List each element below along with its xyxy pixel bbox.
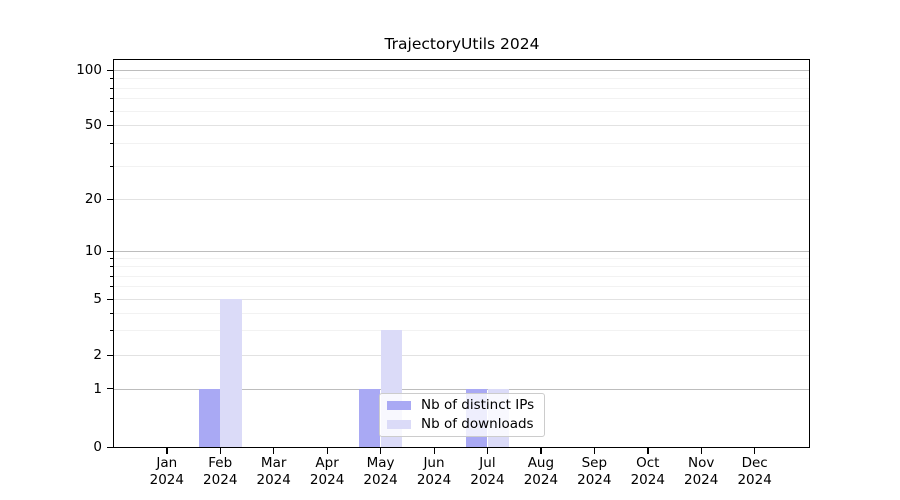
x-tick-mark (380, 447, 382, 454)
y-tick-label: 2 (93, 347, 102, 363)
y-minor-tick (110, 143, 114, 145)
y-minor-tick (110, 166, 114, 168)
legend-label-downloads: Nb of downloads (421, 416, 534, 432)
y-tick-mark (106, 354, 114, 356)
y-tick-mark (106, 198, 114, 200)
y-tick-mark (106, 446, 114, 448)
legend-swatch-distinct-ips (387, 400, 411, 411)
x-tick-mark (754, 447, 756, 454)
x-tick-label: May 2024 (363, 455, 398, 488)
y-tick-mark (106, 250, 114, 252)
minor-gridline (114, 275, 809, 277)
minor-gridline (114, 312, 809, 314)
x-tick-mark (166, 447, 168, 454)
legend-item-downloads: Nb of downloads (387, 417, 537, 432)
minor-gridline (114, 78, 809, 80)
minor-gridline (114, 143, 809, 145)
minor-gridline (114, 110, 809, 112)
x-tick-mark (219, 447, 222, 454)
legend-swatch-downloads (387, 419, 411, 430)
minor-gridline (114, 87, 809, 89)
x-tick-label: Feb 2024 (203, 455, 238, 488)
legend: Nb of distinct IPs Nb of downloads (379, 393, 545, 437)
y-minor-tick (110, 258, 114, 260)
y-tick-label: 100 (76, 62, 102, 78)
y-tick-mark (106, 388, 114, 390)
bar-downloads-feb (220, 299, 242, 447)
y-minor-tick (110, 98, 114, 100)
x-tick-label: Dec 2024 (737, 455, 772, 488)
y-minor-tick (110, 286, 114, 288)
minor-gridline (114, 286, 809, 288)
y-tick-mark (106, 124, 114, 126)
y-tick-label: 0 (93, 439, 102, 455)
x-tick-label: Nov 2024 (684, 455, 719, 488)
y-minor-tick (110, 110, 114, 112)
bar-distinct-ips-may (359, 388, 381, 447)
major-gridline (114, 299, 809, 300)
legend-item-distinct-ips: Nb of distinct IPs (387, 398, 537, 413)
x-tick-label: Mar 2024 (256, 455, 291, 488)
y-minor-tick (110, 78, 114, 80)
x-tick-label: Jun 2024 (416, 455, 452, 488)
y-tick-mark (106, 298, 114, 300)
x-tick-label: Jan 2024 (149, 455, 184, 488)
minor-gridline (114, 330, 809, 332)
x-tick-label: Aug 2024 (523, 455, 559, 488)
y-minor-tick (110, 266, 114, 268)
x-tick-mark (593, 447, 596, 454)
minor-gridline (114, 258, 809, 260)
x-tick-label: Oct 2024 (630, 455, 665, 488)
x-tick-mark (700, 447, 702, 454)
chart-title: TrajectoryUtils 2024 (384, 35, 540, 53)
major-gridline (114, 388, 809, 390)
x-tick-label: Jul 2024 (470, 455, 505, 488)
x-tick-label: Sep 2024 (577, 455, 612, 488)
x-tick-mark (273, 447, 275, 454)
y-tick-label: 5 (93, 291, 102, 307)
x-tick-mark (326, 447, 328, 454)
major-gridline (114, 251, 809, 253)
minor-gridline (114, 166, 809, 168)
y-minor-tick (110, 312, 114, 314)
y-tick-label: 50 (84, 117, 102, 133)
y-minor-tick (110, 87, 114, 89)
x-tick-mark (433, 447, 435, 454)
minor-gridline (114, 266, 809, 268)
x-tick-mark (647, 447, 649, 454)
y-tick-mark (106, 69, 114, 71)
y-tick-label: 1 (93, 380, 102, 397)
y-minor-tick (110, 330, 114, 332)
x-tick-mark (486, 447, 489, 454)
major-gridline (114, 199, 809, 200)
major-gridline (114, 355, 809, 356)
major-gridline (114, 125, 809, 126)
legend-label-distinct-ips: Nb of distinct IPs (421, 397, 535, 413)
major-gridline (114, 70, 809, 72)
y-tick-label: 20 (84, 191, 102, 207)
y-minor-tick (110, 275, 114, 277)
bar-distinct-ips-feb (198, 388, 221, 447)
y-tick-label: 10 (84, 243, 102, 259)
x-tick-mark (540, 447, 542, 454)
minor-gridline (114, 98, 809, 100)
x-tick-label: Apr 2024 (309, 455, 345, 488)
